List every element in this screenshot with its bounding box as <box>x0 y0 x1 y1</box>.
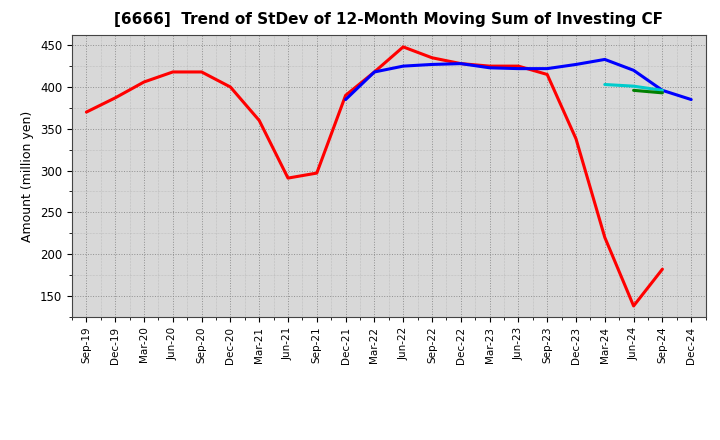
3 Years <box>197 70 206 75</box>
5 Years <box>399 63 408 69</box>
3 Years <box>428 55 436 60</box>
3 Years <box>82 110 91 115</box>
5 Years <box>629 68 638 73</box>
Title: [6666]  Trend of StDev of 12-Month Moving Sum of Investing CF: [6666] Trend of StDev of 12-Month Moving… <box>114 12 663 27</box>
3 Years <box>485 63 494 69</box>
5 Years <box>687 97 696 102</box>
Line: 5 Years: 5 Years <box>346 59 691 99</box>
5 Years <box>514 66 523 71</box>
5 Years <box>456 61 465 66</box>
3 Years <box>543 72 552 77</box>
Line: 3 Years: 3 Years <box>86 47 662 306</box>
3 Years <box>370 70 379 75</box>
3 Years <box>514 63 523 69</box>
5 Years <box>485 65 494 70</box>
7 Years <box>600 82 609 87</box>
3 Years <box>341 93 350 98</box>
Y-axis label: Amount (million yen): Amount (million yen) <box>22 110 35 242</box>
Line: 10 Years: 10 Years <box>634 90 662 93</box>
3 Years <box>284 176 292 181</box>
3 Years <box>629 303 638 308</box>
3 Years <box>312 170 321 176</box>
7 Years <box>629 84 638 89</box>
10 Years <box>658 90 667 95</box>
5 Years <box>600 57 609 62</box>
3 Years <box>140 79 148 84</box>
3 Years <box>456 61 465 66</box>
3 Years <box>255 118 264 123</box>
5 Years <box>428 62 436 67</box>
3 Years <box>572 136 580 141</box>
3 Years <box>111 95 120 100</box>
5 Years <box>341 97 350 102</box>
5 Years <box>543 66 552 71</box>
3 Years <box>658 267 667 272</box>
Line: 7 Years: 7 Years <box>605 84 662 90</box>
5 Years <box>370 70 379 75</box>
3 Years <box>600 235 609 240</box>
10 Years <box>629 88 638 93</box>
7 Years <box>658 88 667 93</box>
5 Years <box>572 62 580 67</box>
3 Years <box>399 44 408 50</box>
5 Years <box>658 88 667 93</box>
3 Years <box>226 84 235 90</box>
3 Years <box>168 70 177 75</box>
